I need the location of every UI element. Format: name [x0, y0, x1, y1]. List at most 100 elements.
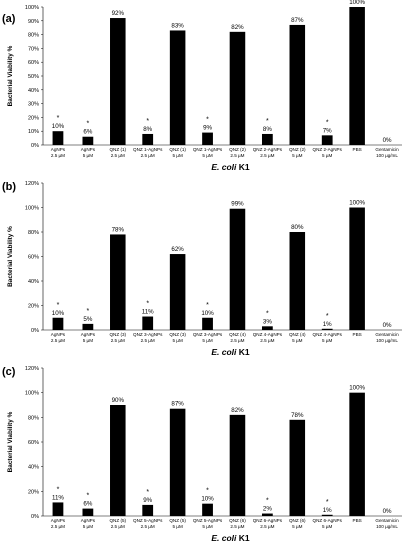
bar — [229, 414, 246, 516]
data-label: 8% — [143, 126, 152, 133]
data-label: 62% — [171, 246, 184, 253]
significance-star: * — [326, 119, 329, 126]
bar — [261, 133, 273, 145]
x-tick-label: QNZ 5-AgNPs — [133, 518, 163, 523]
data-label: 10% — [52, 310, 65, 317]
x-tick-label: QNZ (1) — [109, 147, 126, 152]
x-axis-label: E. coli K1 — [211, 533, 250, 543]
bar — [82, 508, 94, 516]
x-tick-label: Gentamicin — [375, 332, 399, 337]
x-axis-label: E. coli K1 — [211, 162, 250, 172]
x-tick-label: 2.5 µM — [51, 524, 65, 529]
significance-star: * — [146, 301, 149, 308]
x-tick-label: AgNPs — [81, 518, 96, 523]
bar — [169, 408, 186, 516]
bar — [289, 419, 306, 516]
x-tick-label: QNZ (1) — [169, 147, 186, 152]
data-label: 1% — [323, 321, 332, 328]
significance-star: * — [57, 115, 60, 122]
data-label: 7% — [323, 127, 332, 134]
data-label: 5% — [83, 316, 92, 323]
x-tick-label: 5 µM — [202, 338, 212, 343]
x-tick-label: PBS — [353, 147, 362, 152]
x-tick-label: QNZ (6) — [229, 518, 246, 523]
data-label: 80% — [291, 224, 304, 231]
x-tick-label: 5 µM — [83, 524, 93, 529]
chart-panel-3: (c) 0% 20% 40% 60% 80% 100% 120% Bacterial Viabi… — [2, 366, 402, 543]
bar — [142, 504, 154, 516]
y-tick-label: 100% — [25, 5, 39, 11]
y-tick-label: 40% — [28, 279, 39, 285]
x-tick-label: 5 µM — [172, 153, 182, 158]
x-tick-label: 5 µM — [322, 338, 332, 343]
chart-panel-1: (a) 0% 10% 20% 30% 40% 50% 60% 70% 80% 90% 100% Bact… — [2, 0, 402, 172]
y-axis-label: Bacterial Viability % — [7, 411, 14, 472]
y-tick-label: 120% — [25, 366, 39, 372]
significance-star: * — [146, 118, 149, 125]
x-axis-label-rest: K1 — [236, 533, 250, 543]
y-tick-label: 80% — [28, 230, 39, 236]
y-tick-label: 20% — [28, 304, 39, 310]
x-axis-label-rest: K1 — [236, 347, 250, 357]
y-axis-label: Bacterial Viability % — [7, 45, 14, 106]
x-tick-label: QNZ 2-AgNPs — [253, 147, 283, 152]
x-tick-label: QNZ (2) — [289, 147, 306, 152]
x-tick-label: QNZ 3-AgNPs — [133, 332, 163, 337]
x-tick-label: AgNPs — [51, 332, 66, 337]
bar — [321, 328, 333, 330]
x-axis-label-rest: K1 — [236, 162, 250, 172]
x-tick-label: AgNPs — [81, 332, 96, 337]
bar — [82, 323, 94, 330]
x-tick-label: QNZ 6-AgNPs — [253, 518, 283, 523]
bar — [110, 405, 126, 516]
x-tick-label: QNZ (6) — [289, 518, 306, 523]
data-label: 0% — [383, 322, 392, 329]
y-tick-label: 100% — [25, 391, 39, 397]
data-label: 9% — [203, 125, 212, 132]
bar — [202, 317, 213, 330]
x-tick-label: 5 µM — [172, 338, 182, 343]
y-tick-label: 80% — [28, 415, 39, 421]
x-tick-label: AgNPs — [51, 147, 66, 152]
panel-label: (a) — [2, 13, 16, 25]
x-tick-label: AgNPs — [51, 518, 66, 523]
x-tick-label: QNZ (2) — [229, 147, 246, 152]
data-label: 82% — [231, 24, 244, 31]
bar — [169, 30, 186, 145]
x-tick-label: 2.5 µM — [260, 153, 274, 158]
x-tick-label: QNZ (5) — [109, 518, 126, 523]
data-label: 90% — [112, 397, 125, 404]
bar — [142, 133, 154, 145]
data-label: 8% — [263, 126, 272, 133]
data-label: 9% — [143, 497, 152, 504]
x-tick-label: Gentamicin — [375, 147, 399, 152]
significance-star: * — [206, 302, 209, 309]
x-tick-label: 2.5 µM — [230, 153, 244, 158]
x-tick-label: QNZ 1-AgNPs — [193, 147, 223, 152]
x-tick-label: PBS — [353, 332, 362, 337]
data-label: 87% — [291, 17, 304, 24]
x-tick-label: 5 µM — [172, 524, 182, 529]
y-tick-label: 30% — [28, 102, 39, 108]
bar — [52, 131, 64, 145]
y-axis-label: Bacterial Viability % — [7, 226, 14, 287]
significance-star: * — [266, 310, 269, 317]
bar — [321, 135, 333, 145]
x-tick-label: 2.5 µM — [230, 338, 244, 343]
bar — [52, 502, 64, 516]
y-tick-label: 0% — [31, 143, 39, 149]
x-tick-label: QNZ (5) — [169, 518, 186, 523]
x-tick-label: QNZ 4-AgNPs — [313, 332, 343, 337]
data-label: 0% — [383, 508, 392, 515]
y-tick-label: 100% — [25, 206, 39, 212]
y-tick-label: 40% — [28, 88, 39, 94]
data-label: 11% — [52, 494, 64, 501]
y-tick-label: 20% — [28, 489, 39, 495]
x-axis-label-italic: E. coli — [211, 162, 237, 172]
x-tick-label: 2.5 µM — [260, 338, 274, 343]
y-tick-label: 60% — [28, 440, 39, 446]
x-tick-label: 2.5 µM — [230, 524, 244, 529]
x-tick-label: QNZ 3-AgNPs — [193, 332, 223, 337]
data-label: 6% — [83, 501, 92, 508]
